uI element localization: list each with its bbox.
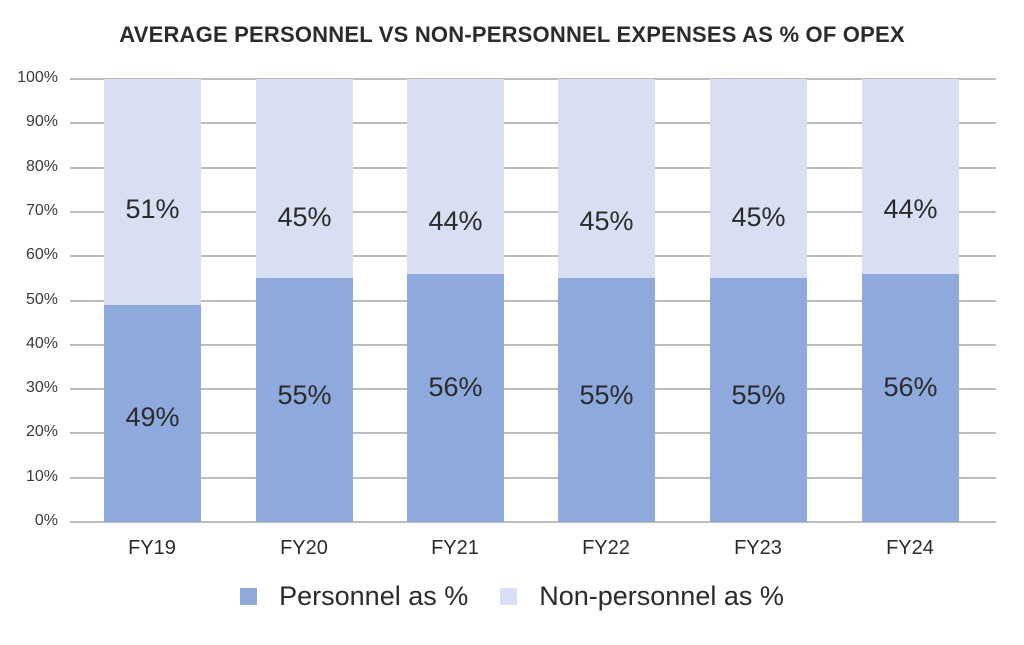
segment-personnel[interactable] — [710, 278, 807, 522]
data-label-non-personnel: 44% — [883, 194, 938, 224]
y-tick-label: 80% — [25, 157, 58, 175]
gridline — [70, 476, 996, 479]
y-tick-label: 60% — [25, 246, 58, 264]
x-tick-label: FY20 — [280, 537, 328, 559]
segment-non-personnel[interactable] — [558, 79, 655, 278]
legend-item-non-personnel[interactable]: Non-personnel as % — [500, 581, 784, 612]
x-tick-label: FY21 — [431, 537, 479, 559]
gridline — [70, 388, 996, 391]
y-tick-label: 30% — [25, 379, 58, 397]
segment-non-personnel[interactable] — [104, 79, 201, 305]
legend: Personnel as % Non-personnel as % — [0, 581, 1024, 612]
segment-personnel[interactable] — [407, 274, 504, 522]
segment-non-personnel[interactable] — [256, 79, 353, 278]
y-tick-label: 100% — [17, 69, 58, 86]
segment-non-personnel[interactable] — [862, 79, 959, 274]
data-label-personnel: 55% — [277, 380, 332, 410]
data-label-personnel: 49% — [125, 402, 180, 432]
x-tick-label: FY24 — [886, 537, 934, 559]
gridline — [70, 343, 996, 346]
gridline — [70, 122, 996, 125]
bar-fy23[interactable]: 45% 55% — [710, 79, 807, 522]
gridline — [70, 166, 996, 169]
segment-personnel[interactable] — [256, 278, 353, 522]
x-tick-label: FY23 — [734, 537, 782, 559]
data-label-non-personnel: 45% — [731, 202, 786, 232]
x-tick-label: FY19 — [128, 537, 176, 559]
gridline — [70, 432, 996, 435]
legend-label-personnel: Personnel as % — [279, 581, 469, 611]
y-tick-label: 10% — [25, 467, 58, 485]
segment-non-personnel[interactable] — [710, 79, 807, 278]
gridline — [70, 210, 996, 213]
legend-item-personnel[interactable]: Personnel as % — [240, 581, 468, 612]
y-tick-label: 50% — [25, 290, 58, 308]
segment-personnel[interactable] — [558, 278, 655, 522]
plot-area: 0% 10% 20% 30% 40% 50% 60% 70% 80% 90% 100% 51% 49% 4… — [17, 69, 996, 529]
x-tick-label: FY22 — [582, 537, 630, 559]
segment-non-personnel[interactable] — [407, 79, 504, 274]
legend-swatch-personnel — [240, 588, 258, 605]
legend-label-non-personnel: Non-personnel as % — [539, 581, 784, 611]
y-tick-label: 90% — [25, 113, 58, 131]
gridline — [70, 299, 996, 302]
y-tick-label: 20% — [25, 423, 58, 441]
data-label-non-personnel: 45% — [277, 202, 332, 232]
segment-personnel[interactable] — [862, 274, 959, 522]
bar-fy19[interactable]: 51% 49% — [104, 79, 201, 522]
data-label-personnel: 55% — [579, 380, 634, 410]
data-label-non-personnel: 51% — [125, 194, 180, 224]
segment-personnel[interactable] — [104, 305, 201, 522]
chart-title: AVERAGE PERSONNEL VS NON-PERSONNEL EXPEN… — [119, 22, 905, 47]
gridline — [70, 255, 996, 258]
data-label-non-personnel: 45% — [579, 206, 634, 236]
data-label-non-personnel: 44% — [428, 206, 483, 236]
y-tick-label: 70% — [25, 201, 58, 219]
bar-fy20[interactable]: 45% 55% — [256, 79, 353, 522]
bar-fy22[interactable]: 45% 55% — [558, 79, 655, 522]
bar-fy24[interactable]: 44% 56% — [862, 79, 959, 522]
data-label-personnel: 56% — [428, 372, 483, 402]
data-label-personnel: 55% — [731, 380, 786, 410]
gridline — [70, 78, 996, 80]
legend-swatch-non-personnel — [500, 588, 518, 605]
data-label-personnel: 56% — [883, 372, 938, 402]
gridline — [70, 521, 996, 523]
bar-fy21[interactable]: 44% 56% — [407, 79, 504, 522]
y-tick-label: 40% — [25, 334, 58, 352]
y-tick-label: 0% — [34, 512, 58, 529]
